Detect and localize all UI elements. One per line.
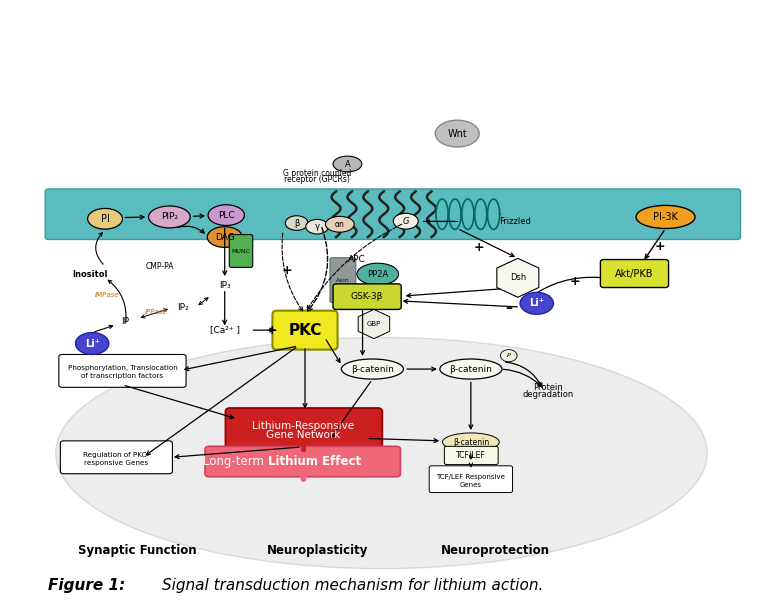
- Text: Neuroprotection: Neuroprotection: [440, 544, 549, 557]
- Ellipse shape: [439, 359, 502, 379]
- Ellipse shape: [208, 227, 242, 247]
- Ellipse shape: [341, 359, 404, 379]
- Text: responsive Genes: responsive Genes: [84, 460, 149, 466]
- Text: Figure 1:: Figure 1:: [48, 578, 125, 593]
- Text: P: P: [507, 353, 510, 358]
- Text: Frizzled: Frizzled: [499, 217, 531, 227]
- FancyBboxPatch shape: [205, 446, 401, 476]
- Ellipse shape: [443, 433, 499, 451]
- Ellipse shape: [435, 120, 479, 147]
- FancyBboxPatch shape: [333, 284, 401, 309]
- Text: IPPase: IPPase: [144, 309, 167, 316]
- Text: GBP: GBP: [367, 321, 381, 327]
- Text: +: +: [282, 264, 292, 277]
- Ellipse shape: [208, 205, 244, 225]
- Text: Long-term: Long-term: [203, 455, 268, 468]
- Text: β: β: [294, 219, 299, 228]
- Ellipse shape: [76, 333, 109, 354]
- Text: Genes: Genes: [460, 481, 482, 488]
- Text: IMPase: IMPase: [95, 292, 120, 298]
- Text: +: +: [473, 241, 484, 254]
- Text: +: +: [655, 239, 665, 252]
- Text: αn: αn: [335, 220, 345, 229]
- Text: of transcription factors: of transcription factors: [82, 373, 163, 379]
- Text: IP₂: IP₂: [177, 303, 189, 311]
- Text: PLC: PLC: [218, 211, 234, 220]
- Ellipse shape: [393, 213, 418, 229]
- Text: TCF/LEF: TCF/LEF: [456, 451, 486, 460]
- Text: Gene Network: Gene Network: [266, 430, 340, 440]
- FancyBboxPatch shape: [59, 354, 186, 387]
- Text: Akt/PKB: Akt/PKB: [615, 268, 654, 279]
- FancyBboxPatch shape: [444, 446, 498, 465]
- FancyBboxPatch shape: [45, 189, 741, 239]
- Text: IP: IP: [121, 317, 130, 326]
- Ellipse shape: [636, 206, 695, 228]
- Text: β-catenin: β-catenin: [449, 365, 492, 373]
- Text: Lithium-Responsive: Lithium-Responsive: [253, 421, 355, 431]
- Text: Axin: Axin: [336, 278, 349, 282]
- Ellipse shape: [333, 156, 362, 172]
- Text: Regulation of PKC-: Regulation of PKC-: [83, 452, 150, 458]
- Text: A: A: [345, 160, 350, 168]
- Text: [Ca²⁺ ]: [Ca²⁺ ]: [210, 325, 240, 335]
- FancyBboxPatch shape: [60, 441, 172, 474]
- Ellipse shape: [149, 206, 190, 228]
- Text: PKC: PKC: [288, 322, 322, 338]
- Text: Li⁺: Li⁺: [85, 338, 100, 349]
- Text: β-catenin: β-catenin: [351, 365, 394, 373]
- Text: β-catenin: β-catenin: [452, 438, 489, 446]
- Text: Inositol: Inositol: [72, 270, 108, 279]
- Text: Lithium Effect: Lithium Effect: [268, 455, 361, 468]
- Text: Signal transduction mechanism for lithium action.: Signal transduction mechanism for lithiu…: [162, 578, 543, 593]
- Text: +: +: [266, 324, 277, 336]
- FancyBboxPatch shape: [330, 258, 356, 303]
- Text: Neuroplasticity: Neuroplasticity: [266, 544, 368, 557]
- Ellipse shape: [357, 263, 398, 285]
- Text: MUNC: MUNC: [231, 249, 250, 254]
- Text: GSK-3β: GSK-3β: [351, 292, 383, 301]
- Text: APC: APC: [349, 255, 366, 264]
- FancyBboxPatch shape: [225, 408, 382, 451]
- FancyBboxPatch shape: [229, 235, 253, 268]
- Text: PI: PI: [101, 214, 109, 223]
- Text: receptor (GPCRs): receptor (GPCRs): [284, 175, 350, 184]
- Text: PI-3K: PI-3K: [653, 212, 678, 222]
- Text: G: G: [403, 217, 409, 226]
- Text: DAG: DAG: [215, 233, 234, 241]
- Ellipse shape: [501, 349, 517, 362]
- Text: Phosphorylation, Translocation: Phosphorylation, Translocation: [68, 365, 177, 371]
- Text: –: –: [505, 301, 512, 315]
- Text: IP₃: IP₃: [219, 281, 230, 290]
- Text: PP2A: PP2A: [367, 270, 388, 279]
- Text: Synaptic Function: Synaptic Function: [79, 544, 197, 557]
- Text: +: +: [570, 275, 581, 288]
- Ellipse shape: [285, 216, 308, 230]
- Ellipse shape: [326, 216, 354, 232]
- FancyBboxPatch shape: [272, 311, 337, 349]
- Text: γ: γ: [314, 222, 320, 231]
- FancyBboxPatch shape: [600, 260, 668, 287]
- Text: G protein coupled: G protein coupled: [283, 169, 351, 177]
- Ellipse shape: [56, 338, 707, 569]
- Ellipse shape: [306, 219, 329, 234]
- Text: CMP-PA: CMP-PA: [146, 262, 175, 271]
- Text: Dsh: Dsh: [510, 273, 526, 282]
- Text: Wnt: Wnt: [447, 128, 467, 139]
- FancyBboxPatch shape: [430, 466, 513, 492]
- Ellipse shape: [520, 292, 553, 314]
- Ellipse shape: [88, 208, 122, 229]
- Text: Li⁺: Li⁺: [530, 298, 544, 308]
- Text: PIP₂: PIP₂: [161, 212, 178, 222]
- Text: Protein: Protein: [533, 383, 563, 392]
- Text: degradation: degradation: [523, 390, 574, 399]
- Text: TCF/LEF Responsive: TCF/LEF Responsive: [436, 475, 505, 480]
